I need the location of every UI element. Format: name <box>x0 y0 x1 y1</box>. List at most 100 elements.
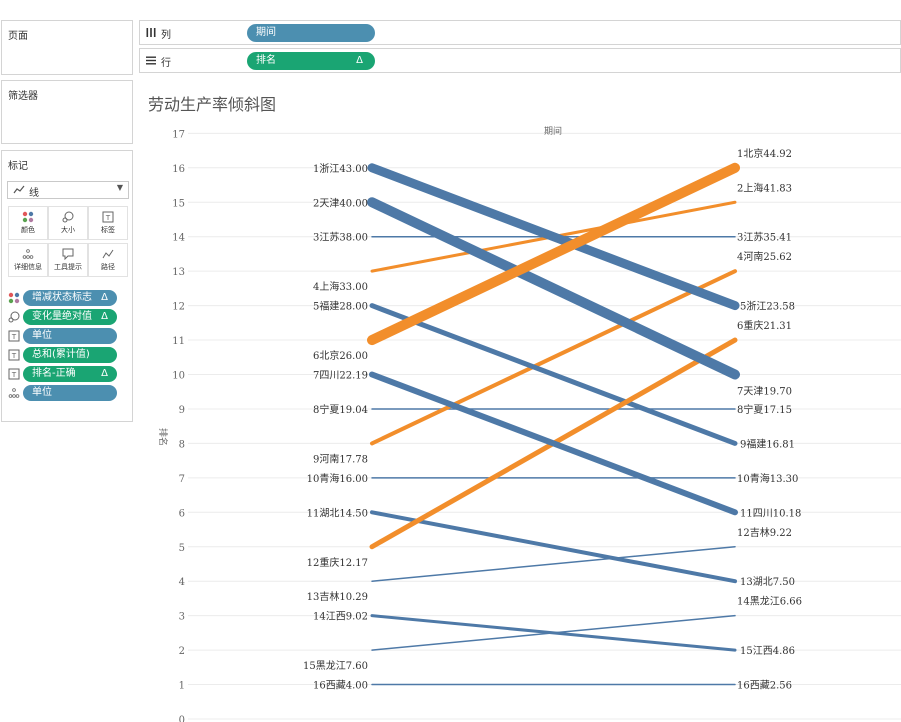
left-data-label: 9河南17.78 <box>313 452 368 465</box>
field-pill-label: 增减状态标志 <box>32 292 92 303</box>
rows-pill-label: 排名 <box>256 55 276 66</box>
color-icon <box>8 292 20 304</box>
right-data-label: 10青海13.30 <box>737 472 798 485</box>
series-line-天津 <box>367 197 740 380</box>
size-button[interactable]: 大小 <box>48 206 88 240</box>
delta-icon: Δ <box>101 368 108 379</box>
columns-label: 列 <box>161 30 171 41</box>
y-tick-label: 11 <box>172 336 185 347</box>
color-button[interactable]: 颜色 <box>8 206 48 240</box>
detail-button-label: 详细信息 <box>14 263 42 271</box>
tooltip-button-label: 工具提示 <box>54 263 82 271</box>
svg-text:T: T <box>11 371 17 379</box>
mark-type-dropdown[interactable]: 线 ▼ <box>7 181 129 199</box>
field-pill-label: 排名-正确 <box>32 368 76 379</box>
series-line-浙江 <box>367 163 740 311</box>
y-tick-label: 15 <box>172 198 185 209</box>
right-data-label: 2上海41.83 <box>737 181 792 194</box>
rows-field-pill[interactable]: 排名 Δ <box>247 52 375 70</box>
series-line-河南 <box>370 269 737 446</box>
series-line-北京 <box>367 162 740 346</box>
right-data-label: 13湖北7.50 <box>740 576 795 588</box>
size-icon <box>8 311 20 323</box>
series-line-吉林 <box>371 546 736 582</box>
field-pill-label: 总和(累计值) <box>32 349 90 360</box>
field-pill[interactable]: 增减状态标志 Δ <box>23 290 117 306</box>
line-mark-icon <box>13 185 25 194</box>
y-tick-label: 16 <box>172 164 185 175</box>
right-data-label: 1北京44.92 <box>737 147 792 160</box>
path-icon <box>102 249 114 259</box>
pages-title: 页面 <box>8 31 28 42</box>
chevron-down-icon: ▼ <box>116 183 123 192</box>
right-data-label: 3江苏35.41 <box>737 231 792 244</box>
field-pill-label: 单位 <box>32 387 52 398</box>
y-tick-label: 12 <box>172 302 185 313</box>
field-pill[interactable]: 单位 <box>23 328 117 344</box>
y-tick-label: 3 <box>179 612 185 623</box>
mark-field-row: 单位 <box>8 385 130 401</box>
path-button-label: 路径 <box>101 263 115 271</box>
series-line-四川 <box>369 371 738 516</box>
svg-text:T: T <box>105 214 111 222</box>
tooltip-button[interactable]: 工具提示 <box>48 243 88 277</box>
right-data-label: 7天津19.70 <box>737 386 792 398</box>
chart-title: 劳动生产率倾斜图 <box>148 95 277 114</box>
y-tick-label: 10 <box>172 371 185 382</box>
left-data-label: 12重庆12.17 <box>307 556 368 569</box>
rows-shelf[interactable]: 行 排名 Δ <box>139 48 901 73</box>
left-data-label: 16西藏4.00 <box>313 680 368 692</box>
series-line-湖北 <box>370 510 737 584</box>
left-data-label: 7四川22.19 <box>313 371 368 382</box>
y-tick-label: 17 <box>172 129 185 140</box>
left-data-label: 14江西9.02 <box>313 611 368 623</box>
svg-text:T: T <box>11 352 17 360</box>
label-icon: T <box>8 330 20 342</box>
left-data-label: 3江苏38.00 <box>313 231 368 244</box>
marks-panel: 标记 线 ▼ 颜色 大小 T <box>1 150 133 422</box>
left-data-label: 10青海16.00 <box>307 472 368 485</box>
columns-shelf[interactable]: 列 期间 <box>139 20 901 45</box>
left-data-label: 13吉林10.29 <box>307 590 368 603</box>
columns-field-pill[interactable]: 期间 <box>247 24 375 42</box>
label-button[interactable]: T 标签 <box>88 206 128 240</box>
mark-field-row: T 总和(累计值) <box>8 347 130 363</box>
field-pill[interactable]: 变化量绝对值 Δ <box>23 309 117 325</box>
series-line-江西 <box>370 614 737 652</box>
label-icon: T <box>8 368 20 380</box>
color-icon <box>22 211 34 223</box>
color-button-label: 颜色 <box>21 226 35 234</box>
detail-icon <box>8 388 20 398</box>
path-button[interactable]: 路径 <box>88 243 128 277</box>
right-data-label: 6重庆21.31 <box>737 319 792 332</box>
y-tick-label: 5 <box>179 543 185 554</box>
left-data-label: 1浙江43.00 <box>313 163 368 175</box>
label-icon: T <box>8 349 20 361</box>
right-data-label: 4河南25.62 <box>737 250 792 263</box>
right-data-label: 15江西4.86 <box>740 645 795 657</box>
left-data-label: 6北京26.00 <box>313 349 368 362</box>
right-data-label: 14黑龙江6.66 <box>737 595 802 608</box>
y-tick-label: 13 <box>172 267 185 278</box>
size-button-label: 大小 <box>61 226 75 234</box>
marks-title: 标记 <box>8 161 28 172</box>
left-data-label: 8宁夏19.04 <box>313 403 368 416</box>
rows-icon <box>146 56 156 65</box>
right-data-label: 8宁夏17.15 <box>737 403 792 416</box>
y-tick-label: 7 <box>179 474 185 485</box>
left-data-label: 5福建28.00 <box>313 300 368 313</box>
pages-panel[interactable]: 页面 <box>1 20 133 75</box>
field-pill[interactable]: 单位 <box>23 385 117 401</box>
detail-button[interactable]: 详细信息 <box>8 243 48 277</box>
delta-icon: Δ <box>101 292 108 303</box>
left-data-label: 2天津40.00 <box>313 197 368 209</box>
field-pill[interactable]: 排名-正确 Δ <box>23 366 117 382</box>
filters-panel[interactable]: 筛选器 <box>1 80 133 144</box>
field-pill[interactable]: 总和(累计值) <box>23 347 117 363</box>
tooltip-icon <box>62 248 74 260</box>
y-tick-label: 6 <box>179 508 185 519</box>
columns-pill-label: 期间 <box>256 27 276 38</box>
mark-type-label: 线 <box>29 188 39 199</box>
